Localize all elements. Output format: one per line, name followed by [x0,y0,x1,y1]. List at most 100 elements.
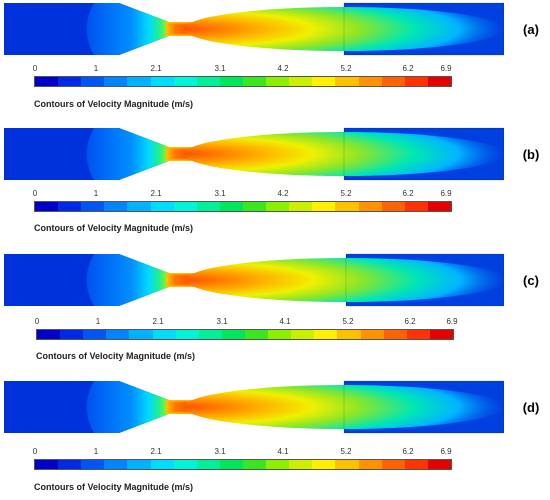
colorbar-segment [404,460,428,469]
colorbar-segment [289,77,313,86]
colorbar-tick: 3.1 [214,64,226,73]
colorbar-segment [429,330,453,339]
colorbar-tick: 4.2 [277,64,289,73]
colorbar-segment [221,330,245,339]
colorbar-tick: 3.1 [214,189,226,198]
colorbar-segment [35,460,59,469]
colorbar [34,201,452,212]
colorbar-segment [127,460,151,469]
colorbar-segment [289,460,313,469]
colorbar-tick: 1 [93,447,99,456]
colorbar-tick: 6.9 [446,317,458,326]
colorbar [34,76,452,87]
colorbar-caption: Contours of Velocity Magnitude (m/s) [34,99,194,109]
colorbar-segment [383,330,407,339]
colorbar-segment [35,77,59,86]
colorbar-segment [58,77,82,86]
panel-label: (a) [523,22,539,37]
colorbar-tick: 0 [32,64,38,73]
colorbar-segment [196,460,220,469]
colorbar-segment [312,202,336,211]
colorbar-tick: 6.2 [404,317,416,326]
colorbar-segment [242,77,267,86]
colorbar-segment [427,202,451,211]
colorbar-tick: 1 [95,317,101,326]
colorbar-segment [58,460,82,469]
colorbar-tick: 5.2 [340,189,352,198]
panel-label: (c) [523,273,539,288]
colorbar-segment [150,460,174,469]
colorbar-segment [242,202,267,211]
colorbar-segment [173,460,197,469]
colorbar-segment [266,202,290,211]
colorbar-segment [196,77,220,86]
colorbar-segment [404,77,428,86]
colorbar-segment [196,202,220,211]
colorbar-tick: 4.1 [279,317,291,326]
colorbar-segment [104,77,128,86]
colorbar-segment [406,330,430,339]
colorbar-segment [219,77,243,86]
colorbar-segment [268,330,292,339]
colorbar-tick: 5.2 [340,447,352,456]
colorbar-tick: 0 [32,447,38,456]
colorbar-segment [106,330,130,339]
colorbar-segment [83,330,107,339]
colorbar-segment [335,77,359,86]
colorbar-tick: 4.1 [277,447,289,456]
colorbar-tick: 6.9 [440,447,452,456]
colorbar-tick: 0 [34,317,40,326]
colorbar-caption: Contours of Velocity Magnitude (m/s) [34,482,194,492]
colorbar-tick: 1 [93,64,99,73]
colorbar-segment [266,77,290,86]
colorbar [34,459,452,470]
colorbar-segment [175,330,199,339]
colorbar-caption: Contours of Velocity Magnitude (m/s) [34,223,194,233]
colorbar-segment [358,77,382,86]
colorbar-segment [358,460,382,469]
colorbar-segment [173,202,197,211]
colorbar-tick: 5.2 [342,317,354,326]
colorbar-segment [81,77,105,86]
colorbar-segment [150,202,174,211]
colorbar-tick: 5.2 [340,64,352,73]
colorbar-tick: 6.9 [440,189,452,198]
colorbar-tick: 3.1 [214,447,226,456]
colorbar-segment [219,202,243,211]
colorbar-segment [37,330,61,339]
colorbar-segment [314,330,338,339]
colorbar-tick: 6.2 [402,64,414,73]
colorbar-segment [242,460,267,469]
colorbar-segment [404,202,428,211]
velocity-contour-plot [4,253,504,307]
colorbar-segment [58,202,82,211]
colorbar-segment [291,330,315,339]
colorbar-segment [381,77,405,86]
colorbar-segment [104,460,128,469]
colorbar-segment [427,460,451,469]
colorbar-caption: Contours of Velocity Magnitude (m/s) [36,351,196,361]
colorbar-segment [335,202,359,211]
colorbar-tick: 6.2 [402,447,414,456]
colorbar-tick: 1 [93,189,99,198]
colorbar-segment [427,77,451,86]
colorbar-segment [219,460,243,469]
colorbar [36,329,454,340]
colorbar-segment [127,77,151,86]
colorbar-segment [198,330,222,339]
colorbar-segment [150,77,174,86]
colorbar-segment [337,330,361,339]
colorbar-segment [173,77,197,86]
colorbar-tick: 2.1 [150,189,162,198]
colorbar-segment [335,460,359,469]
colorbar-tick: 6.9 [440,64,452,73]
colorbar-segment [129,330,153,339]
colorbar-segment [60,330,84,339]
panel-label: (b) [522,147,540,162]
colorbar-tick: 4.2 [277,189,289,198]
colorbar-tick: 2.1 [150,64,162,73]
colorbar-segment [289,202,313,211]
colorbar-tick: 3.1 [216,317,228,326]
colorbar-segment [81,460,105,469]
colorbar-segment [381,202,405,211]
